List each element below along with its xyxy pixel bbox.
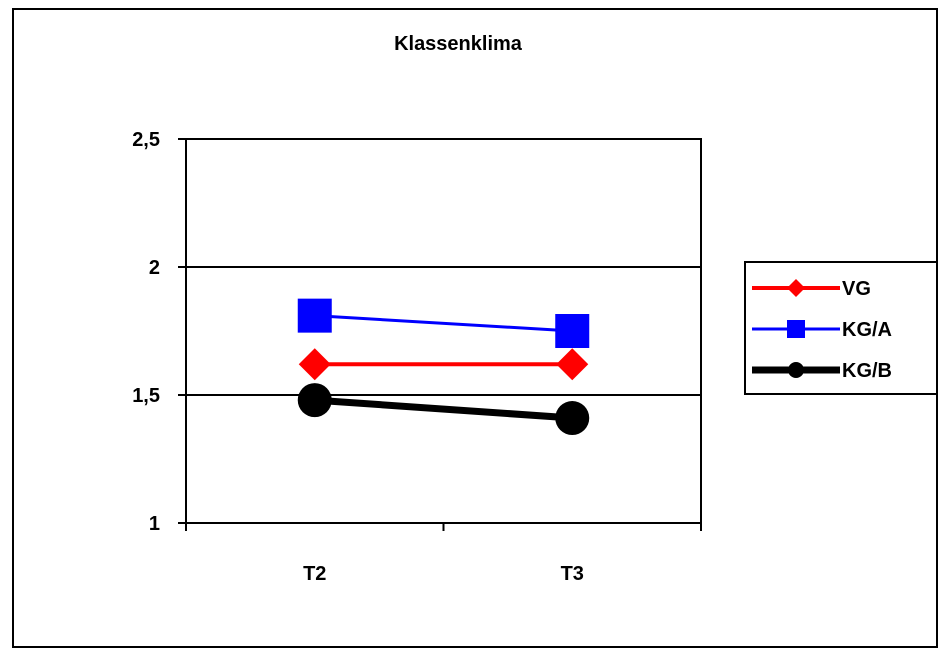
x-tick-label: T2: [303, 563, 326, 585]
y-tick-label: 1,5: [132, 385, 160, 407]
line-chart: Klassenklima 1 1,5 2 2,5 T2 T3 VG KG/A KG/B: [132, 33, 938, 585]
data-point: [298, 348, 331, 381]
y-tick-label: 1: [149, 513, 160, 535]
data-point: [556, 348, 589, 381]
series-line-kg-b: [314, 396, 573, 422]
legend: VG KG/A KG/B: [744, 261, 938, 395]
y-tick-label: 2: [149, 257, 160, 279]
legend-marker: [787, 320, 805, 338]
y-tick-label: 2,5: [132, 129, 160, 151]
series-line-kg-a: [314, 314, 573, 333]
legend-marker: [787, 279, 805, 297]
legend-marker: [788, 362, 804, 378]
plot-area: 1 1,5 2 2,5 T2 T3: [132, 129, 702, 585]
x-tick-label: T3: [561, 563, 584, 585]
data-point: [555, 314, 590, 348]
legend-label: KG/B: [842, 360, 892, 382]
plot-border: [185, 138, 702, 524]
legend-label: KG/A: [842, 319, 892, 341]
data-point: [297, 383, 332, 418]
data-point: [555, 401, 590, 436]
data-point: [297, 298, 332, 333]
legend-label: VG: [842, 278, 871, 300]
chart-title: Klassenklima: [394, 33, 523, 55]
